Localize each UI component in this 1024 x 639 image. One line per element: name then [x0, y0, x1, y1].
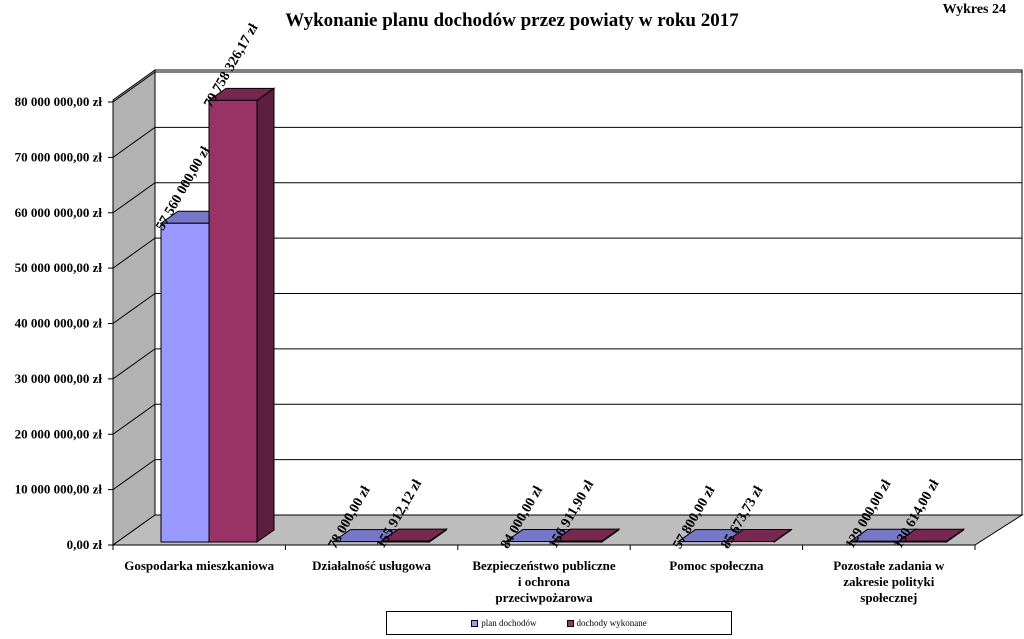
category-label: i ochrona: [518, 574, 571, 589]
gridline-side: [112, 182, 156, 214]
legend: plan dochodów dochody wykonane: [386, 611, 732, 635]
legend-item-plan: plan dochodów: [471, 618, 537, 628]
y-tick-label: 0,00 zł: [67, 537, 103, 552]
y-tick-label: 80 000 000,00 zł: [15, 94, 103, 109]
y-tick-label: 50 000 000,00 zł: [15, 260, 103, 275]
category-label: Działalność usługowa: [312, 558, 431, 573]
chart-title: Wykonanie planu dochodów przez powiaty w…: [285, 10, 739, 31]
gridline-side: [112, 71, 156, 103]
y-tick-label: 60 000 000,00 zł: [15, 205, 103, 220]
gridline-side: [112, 126, 156, 158]
side-wall: [112, 69, 156, 546]
y-tick-label: 40 000 000,00 zł: [15, 316, 103, 331]
legend-label-plan: plan dochodów: [481, 618, 537, 628]
back-wall: [154, 69, 1023, 516]
bar: [553, 540, 603, 543]
category-label: zakresie polityki: [843, 574, 935, 589]
legend-item-executed: dochody wykonane: [566, 618, 647, 628]
gridline-side: [112, 237, 156, 269]
legend-swatch-plan: [471, 619, 479, 627]
category-label: Pozostałe zadania w: [833, 558, 945, 573]
category-label: Gospodarka mieszkaniowa: [124, 558, 274, 573]
legend-label-executed: dochody wykonane: [576, 618, 647, 628]
bar-top: [724, 529, 793, 543]
category-label: społecznej: [860, 590, 917, 605]
gridline-side: [112, 459, 156, 491]
bar: [380, 540, 430, 543]
bar: [160, 222, 210, 543]
y-tick-label: 10 000 000,00 zł: [15, 482, 103, 497]
bar-side: [256, 87, 275, 543]
gridline-side: [112, 293, 156, 324]
figure-label: Wykres 24: [942, 2, 1006, 17]
y-tick-label: 20 000 000,00 zł: [15, 426, 103, 441]
category-label: przeciwpożarowa: [495, 590, 593, 605]
gridline-side: [112, 348, 156, 380]
bar-chart: 0,00 zł 10 000 000,00 zł 20 000 000,00 zł 3…: [15, 21, 1024, 605]
category-label: Bezpieczeństwo publiczne: [472, 558, 616, 573]
gridline-side: [112, 403, 156, 435]
category-label: Pomoc społeczna: [669, 558, 764, 573]
bar: [208, 99, 258, 543]
y-tick-label: 30 000 000,00 zł: [15, 371, 103, 386]
y-tick-label: 70 000 000,00 zł: [15, 149, 103, 164]
bar: [898, 540, 948, 543]
legend-swatch-executed: [566, 619, 574, 627]
